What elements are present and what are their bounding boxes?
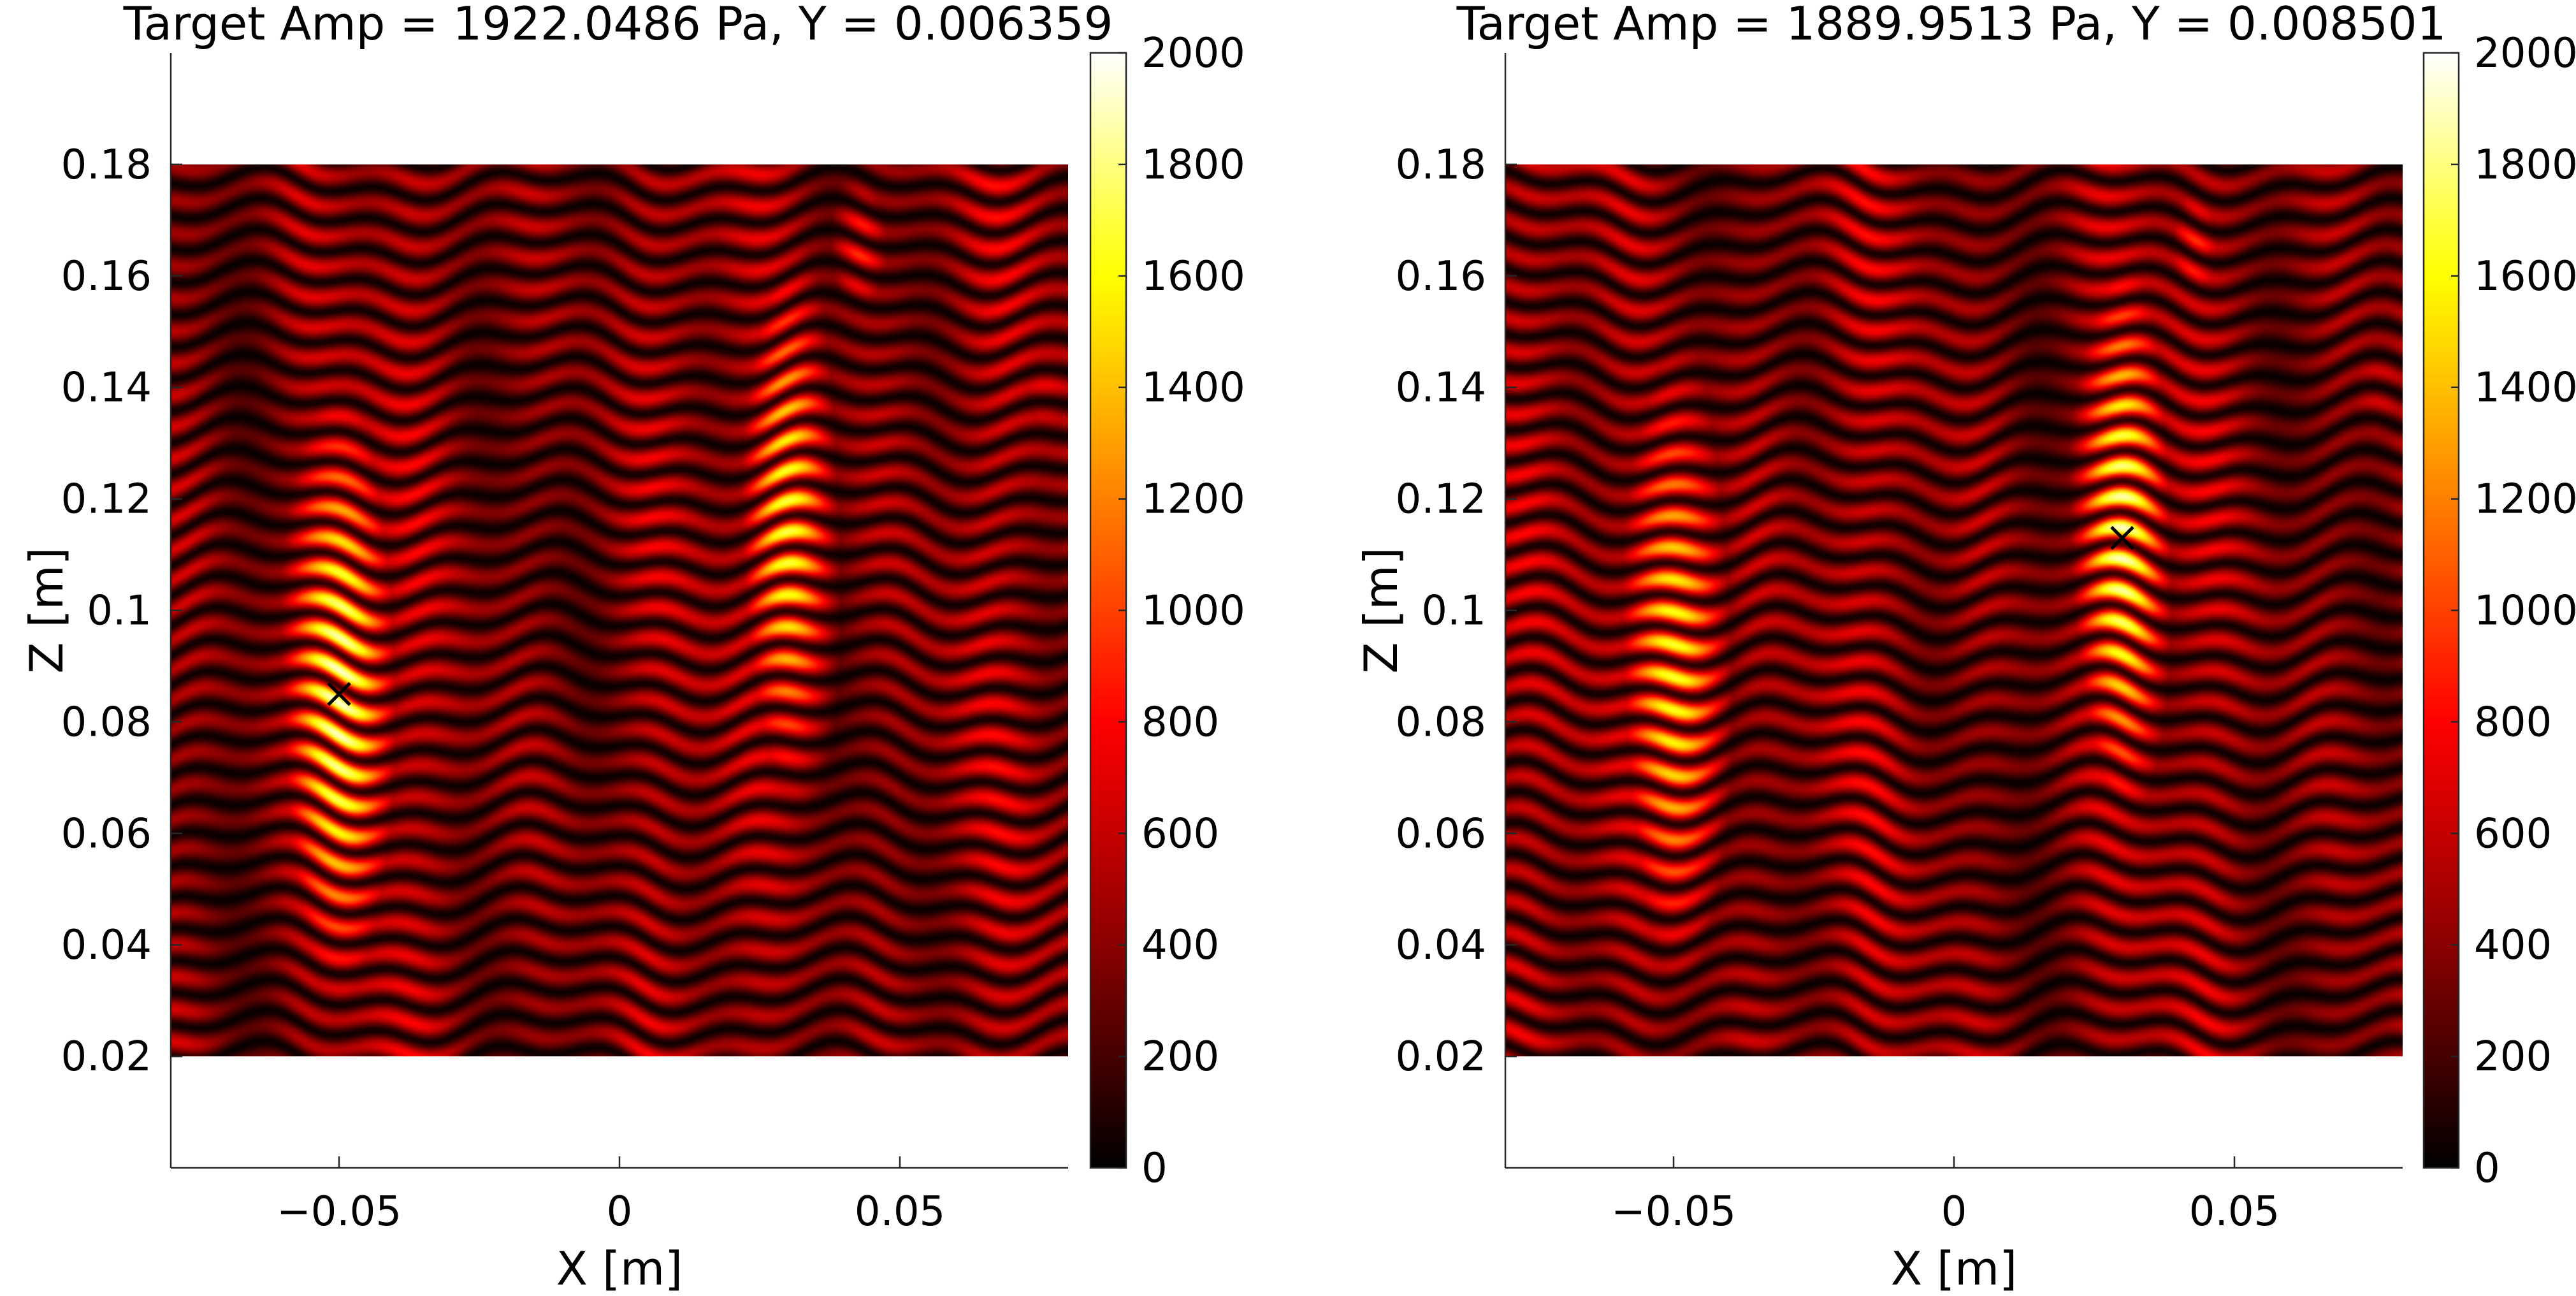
y-tick-label: 0.14 xyxy=(61,365,152,412)
y-tick-label: 0.04 xyxy=(1396,922,1487,969)
colorbar-tick-label: 1400 xyxy=(1141,365,1245,412)
y-axis-label: Z [m] xyxy=(1354,547,1408,674)
colorbar-tick-label: 1600 xyxy=(1141,253,1245,300)
y-tick-label: 0.16 xyxy=(1396,253,1487,300)
colorbar-tick-label: 2000 xyxy=(1141,30,1245,77)
colorbar-tick-label: 600 xyxy=(2474,810,2552,857)
x-tick-label: 0 xyxy=(607,1188,633,1235)
y-tick-label: 0.12 xyxy=(61,476,152,523)
pressure-field-image xyxy=(1505,164,2403,1057)
colorbar-tick-label: 400 xyxy=(1141,922,1219,969)
heatmap-panel-right: 0.02 0.04 0.06 0.08 0.1 0.12 0.14 0.16 0.18 −0.05… xyxy=(1354,0,2576,1295)
y-tick-label: 0.1 xyxy=(87,588,152,635)
y-tick-label: 0.1 xyxy=(1421,588,1486,635)
colorbar-tick-label: 400 xyxy=(2474,922,2552,969)
x-axis-label: X [m] xyxy=(1891,1242,2018,1295)
chart-title: Target Amp = 1922.0486 Pa, Y = 0.006359 xyxy=(123,0,1113,50)
colorbar-tick-label: 600 xyxy=(1141,810,1219,857)
colorbar-tick-label: 200 xyxy=(1141,1033,1219,1081)
y-tick-label: 0.02 xyxy=(61,1033,152,1081)
colorbar-tick-label: 200 xyxy=(2474,1033,2552,1081)
x-axis-label: X [m] xyxy=(556,1242,683,1295)
colorbar-tick-label: 800 xyxy=(1141,699,1219,746)
heatmap-panel-left: 0.02 0.04 0.06 0.08 0.1 0.12 0.14 0.16 0.18 −0.05… xyxy=(20,0,1245,1295)
y-tick-label: 0.06 xyxy=(1396,810,1487,857)
target-marker xyxy=(327,681,351,706)
y-tick-label: 0.08 xyxy=(1396,699,1487,746)
y-tick-label: 0.06 xyxy=(61,810,152,857)
colorbar-tick-label: 0 xyxy=(1141,1145,1168,1192)
x-tick-label: 0.05 xyxy=(2189,1188,2280,1235)
y-tick-label: 0.14 xyxy=(1396,365,1487,412)
y-tick-label: 0.04 xyxy=(61,922,152,969)
y-axis-label: Z [m] xyxy=(20,547,73,674)
colorbar-tick-label: 2000 xyxy=(2474,30,2576,77)
y-tick-label: 0.18 xyxy=(1396,142,1487,189)
colorbar-tick-label: 1200 xyxy=(2474,476,2576,523)
colorbar-tick-label: 1400 xyxy=(2474,365,2576,412)
x-tick-label: 0.05 xyxy=(855,1188,946,1235)
x-tick-label: −0.05 xyxy=(277,1188,402,1235)
colorbar-tick-label: 1000 xyxy=(1141,588,1245,635)
colorbar-tick-label: 0 xyxy=(2474,1145,2500,1192)
colorbar-tick-label: 1800 xyxy=(1141,142,1245,189)
y-tick-label: 0.12 xyxy=(1396,476,1487,523)
y-tick-label: 0.18 xyxy=(61,142,152,189)
colorbar-tick-label: 1600 xyxy=(2474,253,2576,300)
y-tick-label: 0.02 xyxy=(1396,1033,1487,1081)
colorbar-tick-label: 1800 xyxy=(2474,142,2576,189)
y-tick-label: 0.16 xyxy=(61,253,152,300)
colorbar-tick-label: 1200 xyxy=(1141,476,1245,523)
y-tick-label: 0.08 xyxy=(61,699,152,746)
target-marker xyxy=(2110,526,2134,550)
x-tick-label: −0.05 xyxy=(1611,1188,1736,1235)
colorbar-tick-label: 800 xyxy=(2474,699,2552,746)
pressure-field-image xyxy=(171,164,1068,1057)
x-tick-label: 0 xyxy=(1941,1188,1967,1235)
colorbar-tick-label: 1000 xyxy=(2474,588,2576,635)
chart-title: Target Amp = 1889.9513 Pa, Y = 0.008501 xyxy=(1456,0,2447,50)
